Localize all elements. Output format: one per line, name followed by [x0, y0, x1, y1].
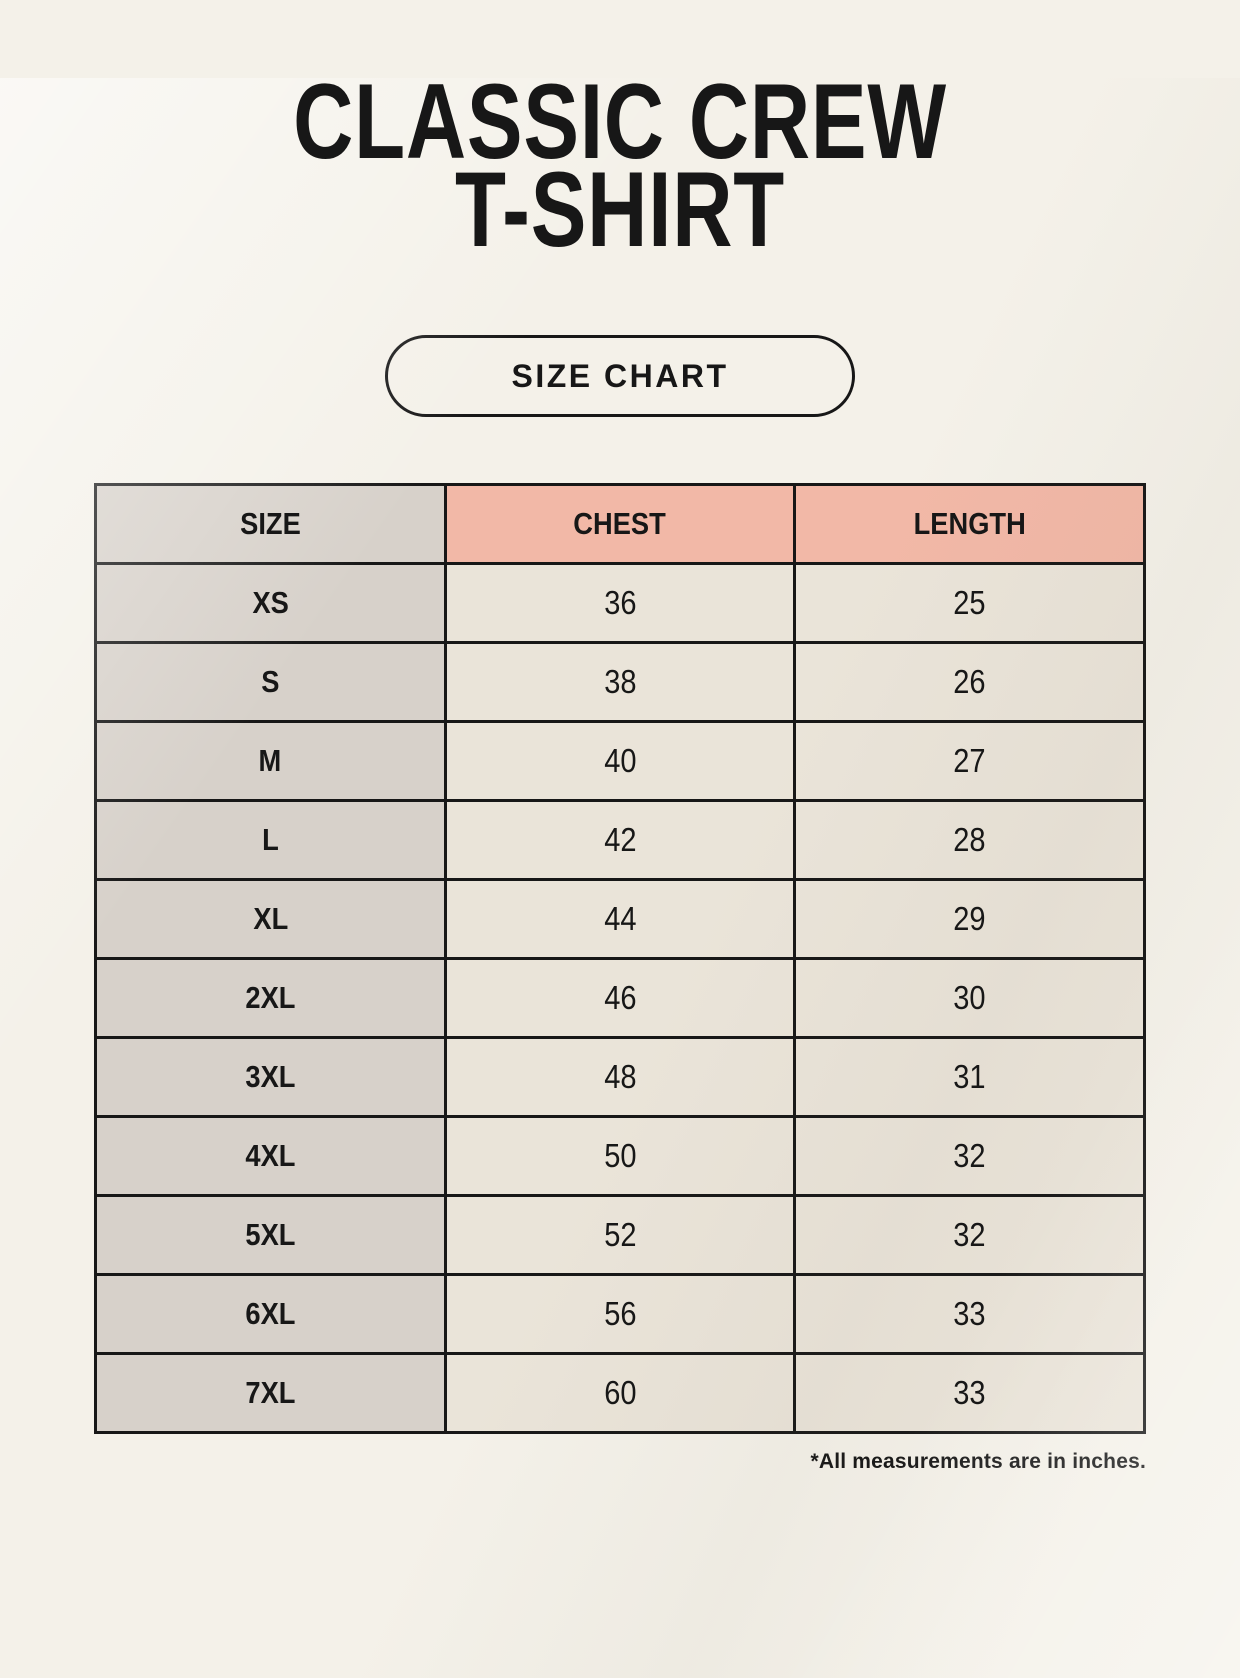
- size-chart-button-label: SIZE CHART: [511, 357, 729, 394]
- size-chart-button[interactable]: SIZE CHART: [385, 335, 855, 418]
- cell-size: 5XL: [94, 1194, 447, 1277]
- cell-length-value: 26: [953, 663, 986, 701]
- size-chart-table-body: XS 36 25 S 38 26 M 40 27 L 42 28 XL 44 29 2XL 46 30 3XL 48 3…: [94, 562, 1146, 1435]
- cell-chest-value: 46: [603, 979, 637, 1017]
- cell-length-value: 29: [953, 900, 986, 938]
- cell-size-value: 4XL: [245, 1138, 296, 1174]
- cell-length: 28: [793, 799, 1146, 882]
- cell-size: 4XL: [94, 1115, 447, 1198]
- cell-size-value: L: [261, 822, 279, 858]
- cell-chest-value: 60: [603, 1374, 637, 1412]
- cell-length: 29: [793, 878, 1146, 961]
- cell-length-value: 31: [953, 1058, 986, 1096]
- page-title: CLASSIC CREW T-SHIRT: [136, 68, 1103, 263]
- table-row: 7XL 60 33: [94, 1352, 1146, 1435]
- cell-size-value: XS: [252, 585, 289, 621]
- table-row: M 40 27: [94, 720, 1146, 803]
- cell-size: 6XL: [94, 1273, 447, 1356]
- cell-chest-value: 36: [603, 584, 637, 622]
- cell-size: 2XL: [94, 957, 447, 1040]
- cell-chest: 44: [443, 878, 797, 961]
- cell-size-value: 3XL: [245, 1059, 296, 1095]
- cell-size-value: 2XL: [245, 980, 296, 1016]
- cell-chest: 42: [443, 799, 797, 882]
- table-row: 2XL 46 30: [94, 957, 1146, 1040]
- cell-size: 3XL: [94, 1036, 447, 1119]
- table-row: 4XL 50 32: [94, 1115, 1146, 1198]
- cell-length-value: 33: [953, 1295, 986, 1333]
- column-header-length: LENGTH: [793, 483, 1146, 566]
- column-header-chest: CHEST: [443, 483, 797, 566]
- cell-chest: 50: [443, 1115, 797, 1198]
- cell-length: 30: [793, 957, 1146, 1040]
- cell-length: 32: [793, 1115, 1146, 1198]
- cell-size-value: S: [261, 664, 280, 700]
- cell-length: 33: [793, 1352, 1146, 1435]
- cell-chest: 38: [443, 641, 797, 724]
- cell-size-value: M: [258, 743, 282, 779]
- cell-size: M: [94, 720, 447, 803]
- cell-chest-value: 44: [603, 900, 637, 938]
- cell-chest: 40: [443, 720, 797, 803]
- cell-chest-value: 52: [603, 1216, 637, 1254]
- measurements-note: *All measurements are in inches.: [810, 1450, 1146, 1474]
- cell-chest-value: 56: [603, 1295, 637, 1333]
- cell-length: 32: [793, 1194, 1146, 1277]
- cell-size-value: 6XL: [245, 1296, 296, 1332]
- cell-length: 27: [793, 720, 1146, 803]
- cell-chest: 36: [443, 562, 797, 645]
- cell-chest-value: 38: [603, 663, 637, 701]
- cell-chest-value: 48: [603, 1058, 637, 1096]
- cell-chest-value: 40: [603, 742, 637, 780]
- cell-length: 26: [793, 641, 1146, 724]
- table-row: 6XL 56 33: [94, 1273, 1146, 1356]
- cell-length-value: 30: [953, 979, 986, 1017]
- cell-length-value: 33: [953, 1374, 986, 1412]
- table-row: 5XL 52 32: [94, 1194, 1146, 1277]
- table-header-row: SIZE CHEST LENGTH: [94, 483, 1146, 566]
- cell-chest: 48: [443, 1036, 797, 1119]
- cell-size: XL: [94, 878, 447, 961]
- cell-length: 33: [793, 1273, 1146, 1356]
- cell-chest-value: 42: [603, 821, 637, 859]
- cell-size: L: [94, 799, 447, 882]
- cell-length-value: 28: [953, 821, 986, 859]
- cell-chest-value: 50: [603, 1137, 637, 1175]
- cell-length: 25: [793, 562, 1146, 645]
- cell-chest: 56: [443, 1273, 797, 1356]
- cell-length: 31: [793, 1036, 1146, 1119]
- table-header: SIZE CHEST LENGTH: [94, 483, 1146, 566]
- title-line-1: CLASSIC CREW: [293, 61, 947, 181]
- cell-size-value: 7XL: [245, 1375, 296, 1411]
- table-row: 3XL 48 31: [94, 1036, 1146, 1119]
- cell-size: S: [94, 641, 447, 724]
- cell-length-value: 25: [953, 584, 986, 622]
- cell-length-value: 27: [953, 742, 986, 780]
- size-chart-table: SIZE CHEST LENGTH XS 36 25 S 38 26 M 40 27 L 42 28 X…: [94, 483, 1146, 1435]
- cell-chest: 52: [443, 1194, 797, 1277]
- column-header-size-label: SIZE: [240, 506, 301, 542]
- cell-length-value: 32: [953, 1216, 986, 1254]
- cell-size: 7XL: [94, 1352, 447, 1435]
- cell-size-value: 5XL: [245, 1217, 296, 1253]
- title-line-2: T-SHIRT: [454, 148, 786, 269]
- table-row: S 38 26: [94, 641, 1146, 724]
- column-header-chest-label: CHEST: [573, 506, 667, 542]
- column-header-size: SIZE: [94, 483, 447, 566]
- table-row: XL 44 29: [94, 878, 1146, 961]
- column-header-length-label: LENGTH: [913, 506, 1026, 542]
- cell-size: XS: [94, 562, 447, 645]
- footnote-row: *All measurements are in inches.: [94, 1450, 1146, 1474]
- cell-chest: 46: [443, 957, 797, 1040]
- cell-chest: 60: [443, 1352, 797, 1435]
- cell-size-value: XL: [252, 901, 288, 937]
- table-row: XS 36 25: [94, 562, 1146, 645]
- cell-length-value: 32: [953, 1137, 986, 1175]
- table-row: L 42 28: [94, 799, 1146, 882]
